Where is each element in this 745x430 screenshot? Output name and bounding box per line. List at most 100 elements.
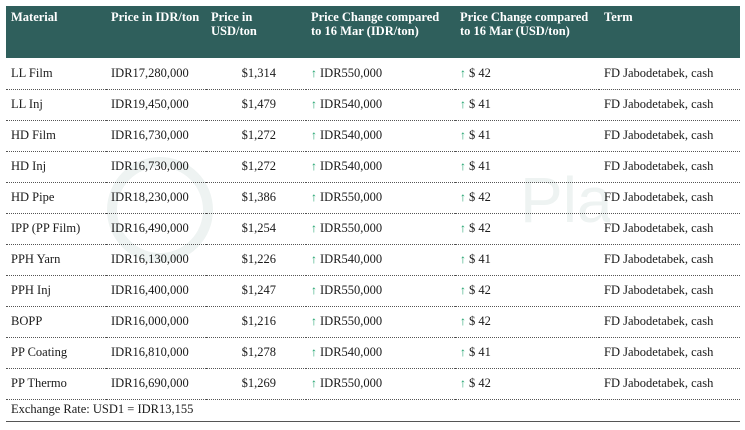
up-arrow-icon: ↑ xyxy=(460,252,466,266)
up-arrow-icon: ↑ xyxy=(311,190,317,204)
term-cell: FD Jabodetabek, cash xyxy=(599,58,740,90)
up-arrow-icon: ↑ xyxy=(311,314,317,328)
up-arrow-icon: ↑ xyxy=(460,159,466,173)
change-usd-cell: ↑ $ 42 xyxy=(455,213,599,245)
change-usd-cell: ↑ $ 41 xyxy=(455,151,599,183)
table-row: LL Inj IDR19,450,000 $1,479 ↑ IDR540,000 ↑ $ 4… xyxy=(6,89,740,121)
change-idr-cell: ↑ IDR550,000 xyxy=(306,182,455,214)
price-usd-cell: $1,479 xyxy=(206,89,306,121)
change-idr-value: IDR550,000 xyxy=(320,190,383,204)
change-idr-value: IDR540,000 xyxy=(320,345,383,359)
price-usd-cell: $1,226 xyxy=(206,244,306,276)
up-arrow-icon: ↑ xyxy=(311,65,317,80)
header-change-idr: Price Change compared to 16 Mar (IDR/ton… xyxy=(311,10,440,38)
change-usd-value: $ 42 xyxy=(469,283,491,297)
up-arrow-icon: ↑ xyxy=(311,159,317,173)
change-usd-cell: ↑ $ 42 xyxy=(455,182,599,214)
change-idr-cell: ↑ IDR550,000 xyxy=(306,368,455,400)
price-idr-cell: IDR16,730,000 xyxy=(106,151,206,183)
table-row: PPH Inj IDR16,400,000 $1,247 ↑ IDR550,000 ↑ $ … xyxy=(6,275,740,307)
change-usd-value: $ 41 xyxy=(469,159,491,173)
price-usd-cell: $1,272 xyxy=(206,151,306,183)
change-idr-value: IDR540,000 xyxy=(320,159,383,173)
change-idr-value: IDR550,000 xyxy=(320,314,383,328)
price-usd-cell: $1,278 xyxy=(206,337,306,369)
material-cell: LL Inj xyxy=(6,89,106,121)
material-cell: PPH Inj xyxy=(6,275,106,307)
change-idr-value: IDR550,000 xyxy=(320,376,383,390)
up-arrow-icon: ↑ xyxy=(311,128,317,142)
up-arrow-icon: ↑ xyxy=(460,314,466,328)
up-arrow-icon: ↑ xyxy=(311,376,317,390)
term-cell: FD Jabodetabek, cash xyxy=(599,213,740,245)
up-arrow-icon: ↑ xyxy=(460,345,466,359)
price-usd-cell: $1,216 xyxy=(206,306,306,338)
change-usd-cell: ↑ $ 41 xyxy=(455,244,599,276)
term-cell: FD Jabodetabek, cash xyxy=(599,151,740,183)
change-idr-cell: ↑ IDR540,000 xyxy=(306,244,455,276)
up-arrow-icon: ↑ xyxy=(460,65,466,80)
material-cell: PP Coating xyxy=(6,337,106,369)
change-idr-cell: ↑ IDR550,000 xyxy=(306,275,455,307)
price-usd-cell: $1,272 xyxy=(206,120,306,152)
table-row: HD Pipe IDR18,230,000 $1,386 ↑ IDR550,000 ↑ $ … xyxy=(6,182,740,214)
change-usd-cell: ↑ $ 42 xyxy=(455,368,599,400)
table-row: IPP (PP Film) IDR16,490,000 $1,254 ↑ IDR550,… xyxy=(6,213,740,245)
price-idr-cell: IDR16,810,000 xyxy=(106,337,206,369)
table-row: HD Inj IDR16,730,000 $1,272 ↑ IDR540,000 ↑ $ 4… xyxy=(6,151,740,183)
term-cell: FD Jabodetabek, cash xyxy=(599,275,740,307)
change-idr-cell: ↑ IDR550,000 xyxy=(306,58,455,90)
change-usd-value: $ 42 xyxy=(469,190,491,204)
up-arrow-icon: ↑ xyxy=(460,283,466,297)
table-row: LL Film IDR17,280,000 $1,314 ↑ IDR550,000 ↑ $ … xyxy=(6,58,740,90)
table-row: BOPP IDR16,000,000 $1,216 ↑ IDR550,000 ↑ $ 42 F… xyxy=(6,306,740,338)
material-cell: PPH Yarn xyxy=(6,244,106,276)
up-arrow-icon: ↑ xyxy=(311,97,317,111)
price-idr-cell: IDR16,130,000 xyxy=(106,244,206,276)
term-cell: FD Jabodetabek, cash xyxy=(599,244,740,276)
term-cell: FD Jabodetabek, cash xyxy=(599,182,740,214)
change-usd-value: $ 41 xyxy=(469,97,491,111)
up-arrow-icon: ↑ xyxy=(311,221,317,235)
header-change-usd: Price Change compared to 16 Mar (USD/ton… xyxy=(460,10,589,38)
term-cell: FD Jabodetabek, cash xyxy=(599,368,740,400)
change-idr-value: IDR540,000 xyxy=(320,97,383,111)
up-arrow-icon: ↑ xyxy=(460,376,466,390)
header-term: Term xyxy=(604,10,633,24)
change-idr-value: IDR550,000 xyxy=(320,221,383,235)
up-arrow-icon: ↑ xyxy=(460,97,466,111)
up-arrow-icon: ↑ xyxy=(311,345,317,359)
change-usd-cell: ↑ $ 42 xyxy=(455,306,599,338)
change-idr-value: IDR550,000 xyxy=(320,283,383,297)
material-cell: BOPP xyxy=(6,306,106,338)
price-idr-cell: IDR17,280,000 xyxy=(106,58,206,90)
price-usd-cell: $1,247 xyxy=(206,275,306,307)
change-idr-value: IDR550,000 xyxy=(320,65,383,80)
change-idr-cell: ↑ IDR540,000 xyxy=(306,151,455,183)
change-usd-value: $ 42 xyxy=(469,221,491,235)
change-idr-value: IDR540,000 xyxy=(320,128,383,142)
term-cell: FD Jabodetabek, cash xyxy=(599,120,740,152)
change-usd-cell: ↑ $ 41 xyxy=(455,89,599,121)
price-idr-cell: IDR16,490,000 xyxy=(106,213,206,245)
up-arrow-icon: ↑ xyxy=(460,128,466,142)
material-cell: HD Pipe xyxy=(6,182,106,214)
change-usd-value: $ 41 xyxy=(469,345,491,359)
change-usd-value: $ 42 xyxy=(469,314,491,328)
change-idr-cell: ↑ IDR540,000 xyxy=(306,89,455,121)
price-idr-cell: IDR19,450,000 xyxy=(106,89,206,121)
change-idr-value: IDR540,000 xyxy=(320,252,383,266)
change-idr-cell: ↑ IDR550,000 xyxy=(306,213,455,245)
change-usd-cell: ↑ $ 42 xyxy=(455,58,599,90)
up-arrow-icon: ↑ xyxy=(460,190,466,204)
table-row: PP Thermo IDR16,690,000 $1,269 ↑ IDR550,000 ↑… xyxy=(6,368,740,400)
up-arrow-icon: ↑ xyxy=(460,221,466,235)
material-cell: LL Film xyxy=(6,58,106,90)
change-usd-value: $ 41 xyxy=(469,252,491,266)
material-cell: HD Film xyxy=(6,120,106,152)
up-arrow-icon: ↑ xyxy=(311,283,317,297)
change-usd-cell: ↑ $ 42 xyxy=(455,275,599,307)
change-idr-cell: ↑ IDR550,000 xyxy=(306,306,455,338)
exchange-rate-note: Exchange Rate: USD1 = IDR13,155 xyxy=(6,399,740,422)
term-cell: FD Jabodetabek, cash xyxy=(599,89,740,121)
